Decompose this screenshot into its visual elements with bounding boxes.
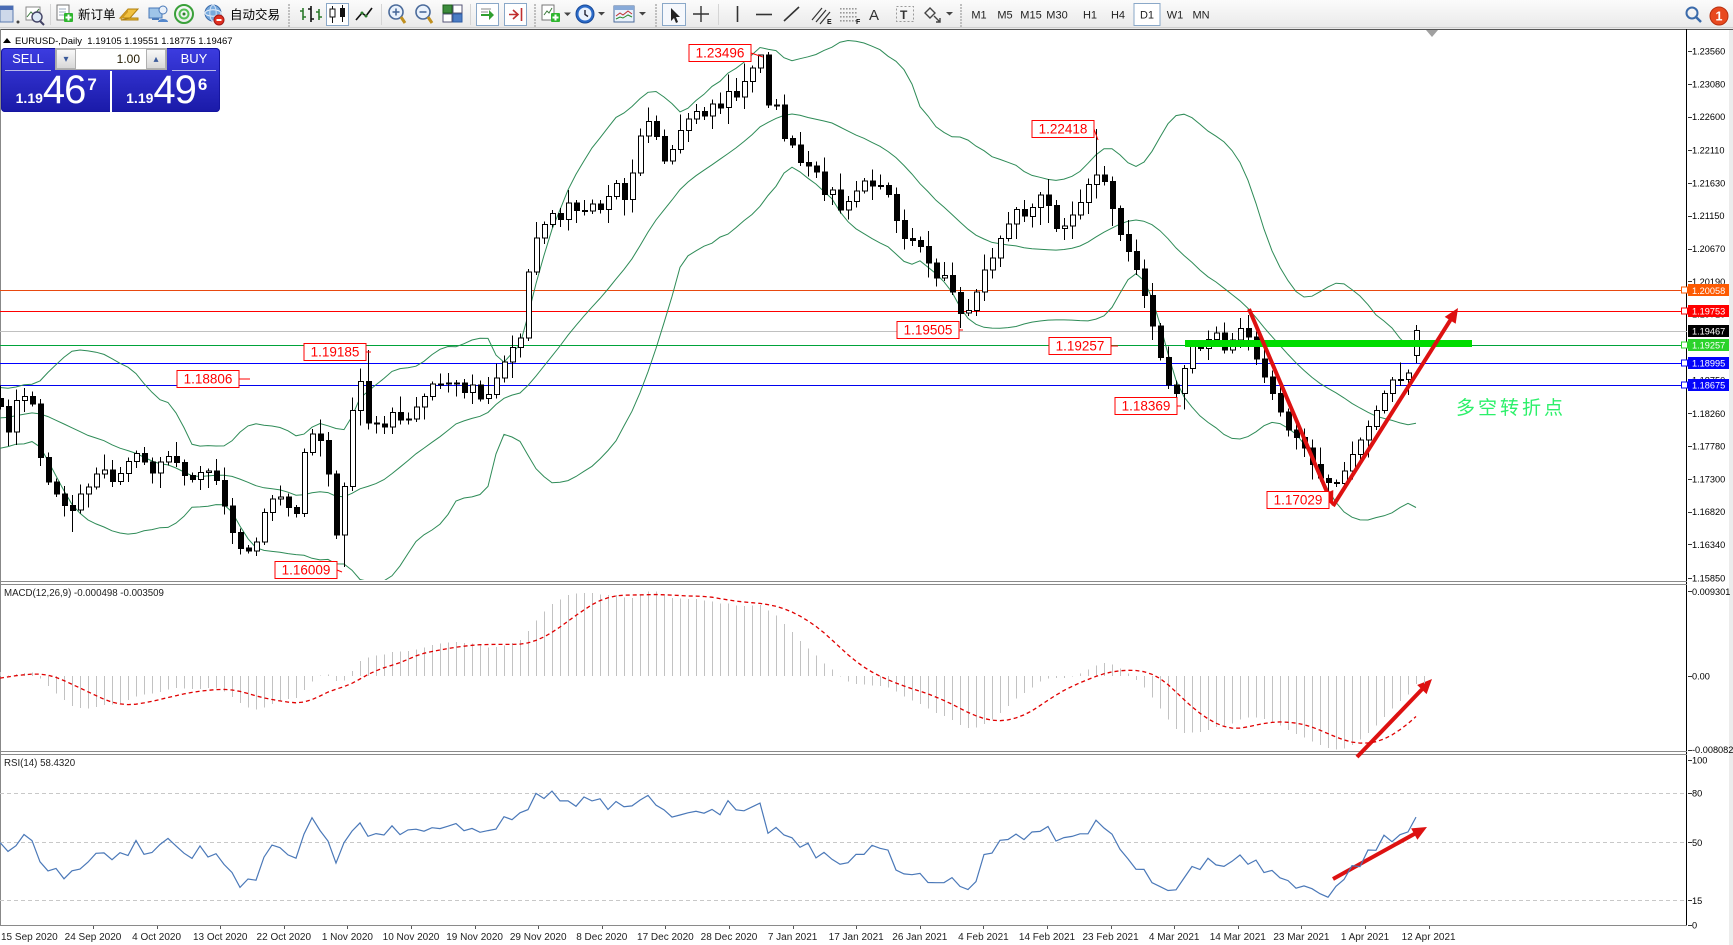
svg-text:F: F — [856, 19, 861, 26]
svg-text:1.22600: 1.22600 — [1692, 112, 1725, 122]
svg-text:28 Dec 2020: 28 Dec 2020 — [701, 932, 758, 943]
svg-text:新订单: 新订单 — [78, 7, 116, 22]
svg-text:1 Nov 2020: 1 Nov 2020 — [322, 932, 374, 943]
svg-text:80: 80 — [1692, 789, 1702, 799]
svg-text:1.17780: 1.17780 — [1692, 442, 1725, 452]
svg-text:1.16009: 1.16009 — [282, 563, 331, 578]
svg-text:-0.008082: -0.008082 — [1692, 745, 1733, 755]
svg-text:H4: H4 — [1111, 10, 1125, 22]
svg-text:1.21150: 1.21150 — [1692, 211, 1725, 221]
svg-text:1.16820: 1.16820 — [1692, 507, 1725, 517]
svg-text:1.18369: 1.18369 — [1122, 399, 1171, 414]
svg-text:M5: M5 — [997, 10, 1012, 22]
svg-text:4 Feb 2021: 4 Feb 2021 — [958, 932, 1009, 943]
svg-text:M30: M30 — [1046, 10, 1067, 22]
svg-text:50: 50 — [1692, 838, 1702, 848]
svg-text:15 Sep 2020: 15 Sep 2020 — [1, 932, 58, 943]
svg-text:26 Jan 2021: 26 Jan 2021 — [892, 932, 947, 943]
svg-text:1.21630: 1.21630 — [1692, 178, 1725, 188]
svg-text:1.20058: 1.20058 — [1692, 286, 1725, 296]
svg-text:D1: D1 — [1140, 10, 1154, 22]
svg-text:7 Jan 2021: 7 Jan 2021 — [768, 932, 818, 943]
svg-text:自动交易: 自动交易 — [230, 7, 280, 22]
svg-text:14 Feb 2021: 14 Feb 2021 — [1019, 932, 1076, 943]
svg-text:8 Dec 2020: 8 Dec 2020 — [576, 932, 628, 943]
svg-text:1.19185: 1.19185 — [311, 345, 360, 360]
svg-text:22 Oct 2020: 22 Oct 2020 — [257, 932, 312, 943]
svg-text:1.17029: 1.17029 — [1274, 493, 1323, 508]
svg-text:1.18806: 1.18806 — [184, 372, 233, 387]
svg-text:1.23080: 1.23080 — [1692, 79, 1725, 89]
svg-text:0.00: 0.00 — [1692, 672, 1710, 682]
svg-text:MN: MN — [1192, 10, 1209, 22]
svg-text:M15: M15 — [1020, 10, 1041, 22]
svg-text:RSI(14) 58.4320: RSI(14) 58.4320 — [4, 758, 76, 769]
svg-text:12 Apr 2021: 12 Apr 2021 — [1402, 932, 1456, 943]
svg-text:1.22418: 1.22418 — [1039, 122, 1088, 137]
svg-text:0: 0 — [1692, 921, 1697, 931]
svg-text:19 Nov 2020: 19 Nov 2020 — [446, 932, 503, 943]
svg-text:17 Dec 2020: 17 Dec 2020 — [637, 932, 694, 943]
svg-text:1.23496: 1.23496 — [696, 46, 745, 61]
svg-text:1.22110: 1.22110 — [1692, 146, 1725, 156]
svg-text:13 Oct 2020: 13 Oct 2020 — [193, 932, 248, 943]
svg-text:1.18675: 1.18675 — [1692, 380, 1725, 390]
svg-text:29 Nov 2020: 29 Nov 2020 — [510, 932, 567, 943]
svg-text:10 Nov 2020: 10 Nov 2020 — [383, 932, 440, 943]
svg-text:H1: H1 — [1083, 10, 1097, 22]
svg-text:0.009301: 0.009301 — [1692, 587, 1730, 597]
svg-text:1.18995: 1.18995 — [1692, 359, 1725, 369]
svg-text:1.19505: 1.19505 — [904, 323, 953, 338]
svg-text:14 Mar 2021: 14 Mar 2021 — [1210, 932, 1267, 943]
svg-text:15: 15 — [1692, 896, 1702, 906]
svg-text:A: A — [869, 7, 879, 24]
svg-text:1.17300: 1.17300 — [1692, 474, 1725, 484]
svg-text:4 Oct 2020: 4 Oct 2020 — [132, 932, 181, 943]
svg-text:1 Apr 2021: 1 Apr 2021 — [1341, 932, 1390, 943]
svg-text:1.23560: 1.23560 — [1692, 47, 1725, 57]
svg-text:1.16340: 1.16340 — [1692, 540, 1725, 550]
svg-text:1: 1 — [1716, 10, 1723, 24]
svg-text:24 Sep 2020: 24 Sep 2020 — [65, 932, 122, 943]
svg-text:1.19753: 1.19753 — [1692, 307, 1725, 317]
svg-text:1.20670: 1.20670 — [1692, 244, 1725, 254]
svg-text:23 Feb 2021: 23 Feb 2021 — [1083, 932, 1140, 943]
svg-text:1.19257: 1.19257 — [1056, 339, 1105, 354]
svg-text:4 Mar 2021: 4 Mar 2021 — [1149, 932, 1200, 943]
svg-text:EURUSD-,Daily 1.19105 1.19551: EURUSD-,Daily 1.19105 1.19551 1.18775 1.… — [15, 36, 233, 47]
svg-text:1.19467: 1.19467 — [1692, 326, 1725, 336]
svg-text:多空转折点: 多空转折点 — [1456, 397, 1566, 419]
svg-text:1.18260: 1.18260 — [1692, 409, 1725, 419]
svg-text:1.19257: 1.19257 — [1692, 341, 1725, 351]
svg-text:T: T — [900, 8, 908, 22]
svg-text:23 Mar 2021: 23 Mar 2021 — [1273, 932, 1330, 943]
svg-text:1.15850: 1.15850 — [1692, 573, 1725, 583]
svg-text:E: E — [827, 19, 832, 26]
svg-text:100: 100 — [1692, 756, 1707, 766]
svg-text:17 Jan 2021: 17 Jan 2021 — [829, 932, 884, 943]
svg-text:1.20190: 1.20190 — [1692, 277, 1725, 287]
svg-text:MACD(12,26,9) -0.000498 -0.003: MACD(12,26,9) -0.000498 -0.003509 — [4, 588, 164, 599]
svg-text:M1: M1 — [971, 10, 986, 22]
svg-text:W1: W1 — [1167, 10, 1184, 22]
